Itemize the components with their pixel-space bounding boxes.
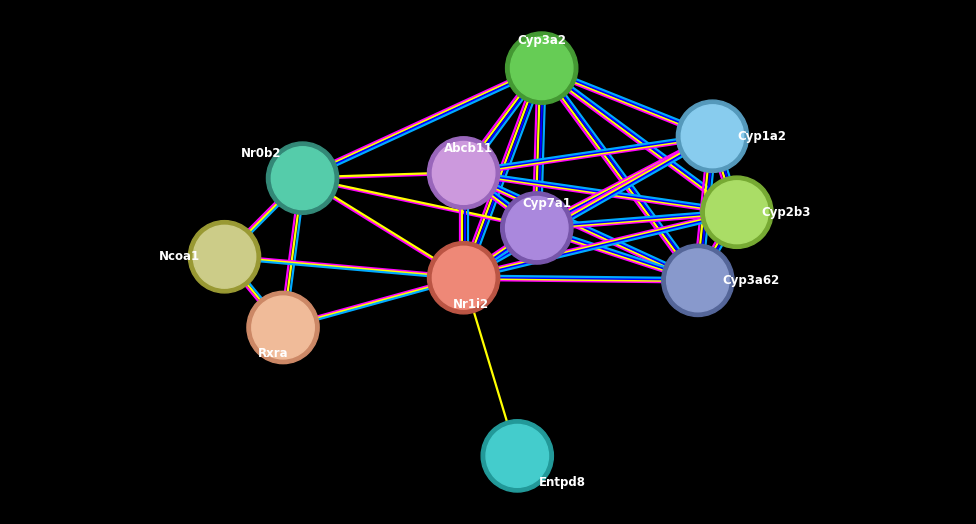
Ellipse shape xyxy=(667,249,729,312)
Text: Cyp7a1: Cyp7a1 xyxy=(522,196,571,210)
Ellipse shape xyxy=(681,105,744,168)
Text: Cyp2b3: Cyp2b3 xyxy=(761,206,811,219)
Text: Cyp3a62: Cyp3a62 xyxy=(722,274,780,287)
Ellipse shape xyxy=(188,221,261,293)
Text: Nr1i2: Nr1i2 xyxy=(453,298,490,311)
Ellipse shape xyxy=(486,424,549,487)
Ellipse shape xyxy=(501,192,573,264)
Ellipse shape xyxy=(252,296,314,359)
Ellipse shape xyxy=(427,242,500,314)
Text: Ncoa1: Ncoa1 xyxy=(159,250,200,263)
Ellipse shape xyxy=(271,147,334,210)
Ellipse shape xyxy=(706,181,768,244)
Text: Entpd8: Entpd8 xyxy=(539,476,586,489)
Text: Cyp1a2: Cyp1a2 xyxy=(737,130,786,143)
Ellipse shape xyxy=(676,100,749,172)
Text: Nr0b2: Nr0b2 xyxy=(241,147,281,160)
Ellipse shape xyxy=(266,142,339,214)
Ellipse shape xyxy=(247,291,319,364)
Text: Abcb11: Abcb11 xyxy=(444,141,493,155)
Ellipse shape xyxy=(432,141,495,204)
Ellipse shape xyxy=(701,176,773,248)
Ellipse shape xyxy=(662,244,734,316)
Ellipse shape xyxy=(506,196,568,259)
Ellipse shape xyxy=(481,420,553,492)
Text: Rxra: Rxra xyxy=(258,347,289,361)
Ellipse shape xyxy=(432,246,495,309)
Ellipse shape xyxy=(427,137,500,209)
Ellipse shape xyxy=(510,37,573,100)
Ellipse shape xyxy=(506,32,578,104)
Text: Cyp3a2: Cyp3a2 xyxy=(517,34,566,47)
Ellipse shape xyxy=(193,225,256,288)
